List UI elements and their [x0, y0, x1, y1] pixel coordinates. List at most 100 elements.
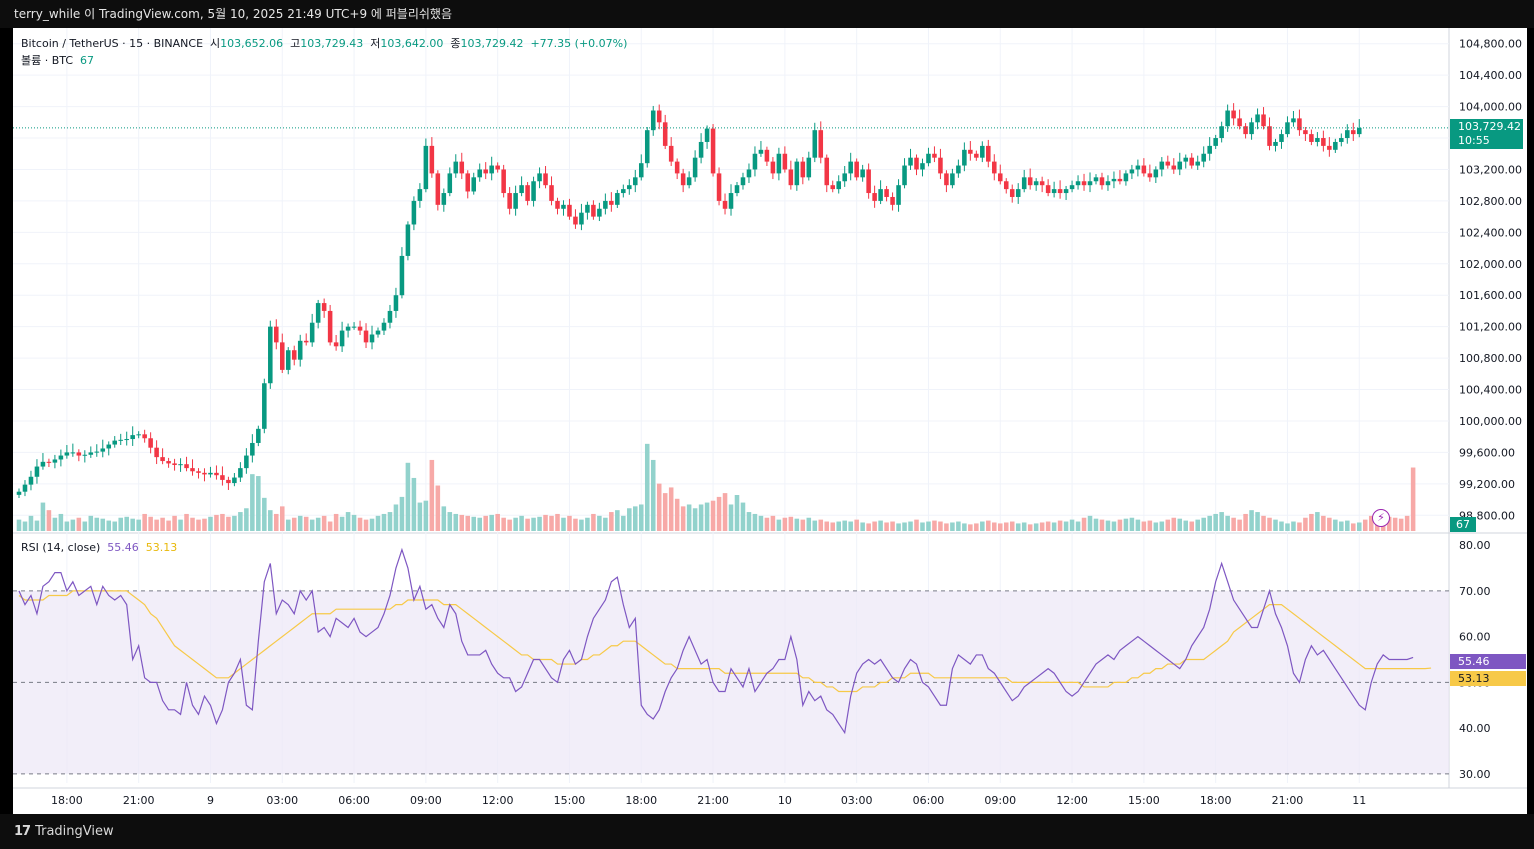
- candle-body: [309, 322, 315, 343]
- candle-body: [1141, 165, 1147, 174]
- volume-bar: [854, 519, 859, 531]
- lightning-icon[interactable]: ⚡: [1372, 509, 1390, 527]
- candle-body: [1267, 126, 1272, 146]
- volume-bar: [896, 523, 901, 531]
- candle-body: [591, 204, 596, 217]
- volume-bar: [728, 504, 734, 531]
- volume-bar: [202, 518, 207, 531]
- volume-bar: [1219, 512, 1224, 531]
- volume-bar: [782, 517, 788, 531]
- candle-body: [1321, 138, 1326, 146]
- volume-bar: [477, 517, 482, 531]
- volume-bar: [543, 514, 548, 531]
- chart-frame[interactable]: 98,800.00 99,200.00 99,600.00 100,000.00 100…: [13, 28, 1527, 814]
- candle-body: [698, 141, 704, 158]
- candle-body: [926, 153, 931, 164]
- candle-body: [860, 169, 865, 178]
- volume-bar: [1069, 519, 1075, 531]
- volume-bar: [423, 500, 429, 531]
- candle-body: [812, 130, 818, 158]
- candle-body: [1285, 122, 1290, 135]
- candle-body: [160, 457, 165, 462]
- candle-body: [291, 350, 297, 360]
- volume-bar: [627, 508, 632, 531]
- candle-body: [525, 185, 530, 201]
- candle-body: [1099, 177, 1105, 186]
- volume-bar: [1207, 515, 1212, 531]
- candle-body: [1273, 141, 1278, 146]
- rsi-label[interactable]: RSI (14, close): [21, 541, 101, 554]
- volume-bar: [513, 517, 518, 531]
- volume-label[interactable]: 볼륨 · BTC: [21, 54, 74, 67]
- candle-body: [465, 173, 471, 192]
- volume-bar: [585, 517, 590, 531]
- volume-bar: [926, 521, 931, 531]
- candle-body: [136, 434, 141, 436]
- volume-bar: [1141, 521, 1147, 531]
- candle-body: [902, 165, 907, 186]
- volume-tag: 67: [1450, 517, 1476, 532]
- candle-body: [345, 326, 351, 331]
- volume-bar: [890, 521, 895, 531]
- rsi-band: [13, 590, 1449, 774]
- candle-body: [1243, 126, 1248, 135]
- volume-bar: [1213, 513, 1218, 531]
- candle-body: [519, 185, 524, 194]
- candle-body: [250, 442, 255, 456]
- volume-bar: [1159, 521, 1165, 531]
- volume-bar: [495, 513, 500, 531]
- candle-body: [1147, 173, 1153, 178]
- volume-bar: [232, 515, 237, 531]
- volume-bar: [196, 519, 201, 531]
- volume-bar: [1075, 521, 1081, 531]
- candle-body: [321, 303, 327, 311]
- volume-bar: [776, 519, 782, 531]
- candle-body: [315, 303, 321, 323]
- symbol-label[interactable]: Bitcoin / TetherUS · 15 · BINANCE: [21, 37, 204, 50]
- candle-body: [633, 177, 638, 186]
- volume-bar: [686, 504, 692, 531]
- candle-body: [722, 200, 728, 209]
- candle-body: [1159, 161, 1165, 170]
- volume-bar: [1153, 522, 1159, 531]
- volume-bar: [680, 506, 686, 531]
- candle-body: [1021, 177, 1027, 190]
- candle-body: [734, 185, 740, 194]
- volume-bar: [58, 513, 64, 531]
- volume-bar: [662, 493, 668, 531]
- candle-body: [226, 479, 231, 484]
- candle-body: [1153, 169, 1159, 178]
- volume-bar: [938, 521, 943, 531]
- candle-body: [232, 477, 237, 484]
- candle-body: [1123, 173, 1129, 182]
- volume-bar: [1039, 522, 1045, 531]
- candle-body: [46, 461, 52, 463]
- candle-body: [76, 452, 82, 456]
- time-tick-label: 03:00: [266, 794, 298, 807]
- volume-bar: [1123, 518, 1129, 531]
- candle-body: [962, 149, 967, 166]
- candle-body: [441, 193, 447, 205]
- volume-bar: [142, 513, 147, 531]
- volume-bar: [208, 516, 213, 531]
- chart-canvas[interactable]: 98,800.0099,200.0099,600.00100,000.00100…: [13, 28, 1527, 814]
- volume-bar: [980, 521, 985, 531]
- candle-body: [1333, 141, 1338, 150]
- candle-body: [1075, 181, 1081, 186]
- candle-body: [178, 464, 183, 466]
- volume-bar: [1015, 523, 1021, 531]
- volume-bar: [1045, 521, 1051, 531]
- volume-bar: [1356, 522, 1362, 531]
- volume-bar: [914, 519, 919, 531]
- volume-bar: [148, 516, 153, 531]
- volume-bar: [1297, 522, 1302, 531]
- volume-bar: [537, 516, 542, 531]
- publish-header: terry_while 이 TradingView.com, 5월 10, 20…: [0, 0, 1534, 28]
- candle-body: [196, 471, 201, 473]
- volume-bar: [878, 520, 883, 531]
- volume-bar: [1021, 522, 1027, 531]
- volume-bar: [1129, 517, 1135, 531]
- candle-body: [1003, 181, 1009, 190]
- candle-body: [268, 326, 273, 384]
- tradingview-logo[interactable]: 17 TradingView: [14, 824, 114, 839]
